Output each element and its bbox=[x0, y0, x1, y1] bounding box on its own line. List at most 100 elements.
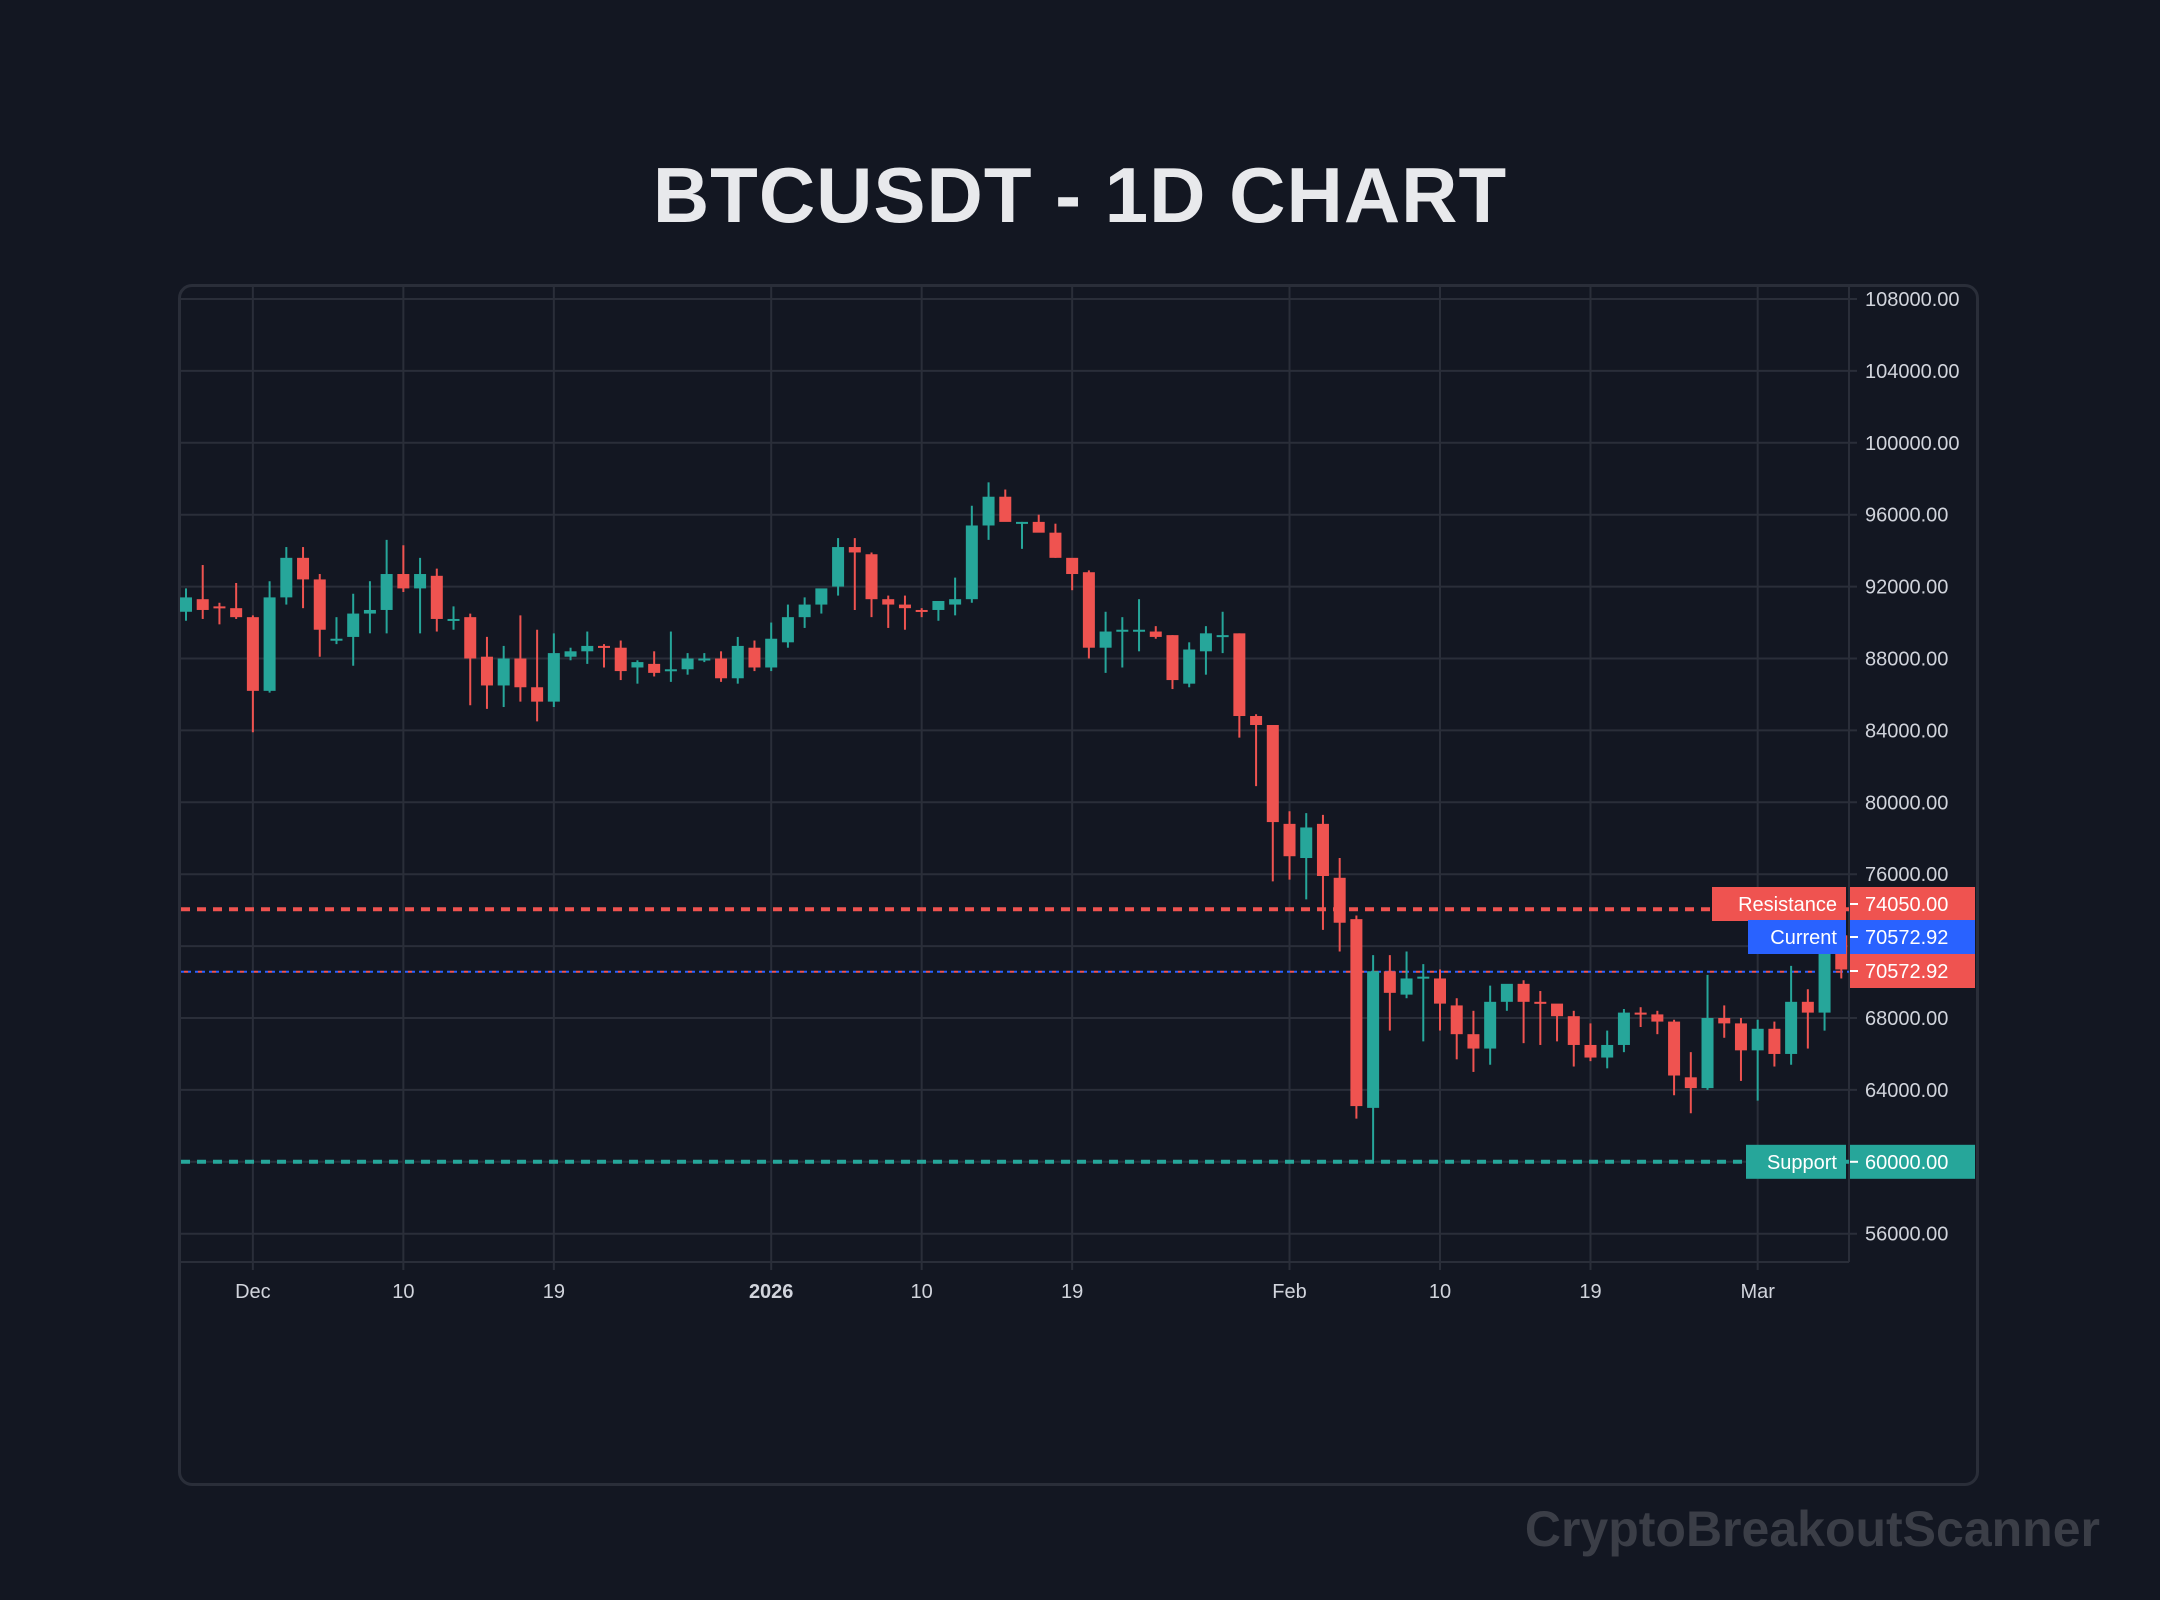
candle-body bbox=[1467, 1034, 1480, 1049]
candle-body bbox=[715, 658, 728, 679]
candle-body bbox=[1300, 827, 1313, 859]
candle-body bbox=[414, 574, 427, 589]
candle-body bbox=[748, 647, 761, 668]
candle bbox=[547, 633, 560, 708]
candle-body bbox=[1116, 629, 1129, 632]
candle bbox=[213, 602, 226, 625]
candle-body bbox=[982, 496, 995, 526]
candle bbox=[731, 636, 744, 684]
x-axis-label: 10 bbox=[392, 1281, 414, 1303]
candle bbox=[965, 505, 978, 603]
candle bbox=[347, 593, 360, 666]
candle bbox=[447, 606, 460, 630]
candle-body bbox=[664, 669, 677, 672]
candle bbox=[999, 489, 1012, 522]
candle bbox=[1367, 955, 1380, 1161]
candle-body bbox=[698, 658, 711, 661]
candle bbox=[1634, 1007, 1647, 1027]
candle bbox=[1082, 570, 1095, 659]
candle bbox=[1350, 915, 1363, 1119]
current-name-label: Current bbox=[1770, 927, 1837, 949]
y-axis-label: 68000.00 bbox=[1865, 1008, 1948, 1030]
resistance-name-box bbox=[1712, 887, 1846, 921]
candle-body bbox=[297, 557, 310, 580]
candle-body bbox=[1450, 1005, 1463, 1035]
candle-body bbox=[1250, 716, 1263, 726]
candle bbox=[631, 660, 644, 684]
x-axis-label: Mar bbox=[1740, 1281, 1775, 1303]
candle-body bbox=[1049, 532, 1062, 558]
candle bbox=[414, 557, 427, 634]
candle bbox=[598, 644, 610, 668]
chart-frame bbox=[178, 284, 1979, 1486]
candle-body bbox=[497, 658, 510, 686]
candle-body bbox=[447, 618, 460, 621]
candle bbox=[297, 547, 310, 609]
candle-body bbox=[1383, 971, 1396, 993]
candle bbox=[1183, 642, 1196, 688]
x-axis-label: 19 bbox=[1579, 1281, 1601, 1303]
candle-body bbox=[363, 609, 376, 614]
candle bbox=[1434, 969, 1446, 1031]
candle bbox=[1701, 974, 1714, 1090]
candle-body bbox=[1099, 631, 1112, 648]
x-axis-label: Dec bbox=[235, 1281, 271, 1303]
candle bbox=[380, 539, 393, 634]
candle bbox=[330, 617, 343, 645]
candle bbox=[1250, 714, 1263, 787]
candle bbox=[1283, 811, 1296, 880]
candle bbox=[1066, 557, 1079, 591]
current-price-label: 70572.92 bbox=[1865, 927, 1948, 949]
candle-body bbox=[932, 600, 945, 610]
last-price-label: 70572.92 bbox=[1865, 961, 1948, 983]
candle bbox=[1734, 1018, 1747, 1081]
candle-body bbox=[230, 608, 243, 618]
candle-body bbox=[1149, 631, 1162, 637]
candle-body bbox=[915, 609, 928, 612]
candle-body bbox=[1768, 1028, 1781, 1054]
x-axis-label: 10 bbox=[911, 1281, 933, 1303]
candle-body bbox=[898, 604, 911, 609]
candle bbox=[982, 482, 995, 540]
candle bbox=[196, 565, 209, 619]
candle-body bbox=[1016, 521, 1028, 524]
candle bbox=[1166, 635, 1179, 690]
resistance-price-box bbox=[1850, 887, 1975, 921]
candle bbox=[1617, 1009, 1630, 1053]
candle-body bbox=[1601, 1044, 1614, 1058]
candle bbox=[1333, 858, 1346, 952]
candle bbox=[1233, 633, 1246, 738]
y-axis-label: 100000.00 bbox=[1865, 433, 1960, 455]
candle-body bbox=[1066, 557, 1079, 575]
candle-body bbox=[1651, 1014, 1664, 1022]
candle bbox=[564, 647, 577, 661]
resistance-price-label: 74050.00 bbox=[1865, 894, 1948, 916]
candle-body bbox=[531, 687, 544, 702]
candle-body bbox=[1484, 1001, 1497, 1049]
candle bbox=[180, 588, 192, 621]
candle bbox=[1500, 983, 1513, 1011]
candle-body bbox=[1166, 635, 1179, 681]
candle bbox=[1016, 521, 1028, 549]
candle-body bbox=[1266, 725, 1279, 823]
candle-body bbox=[213, 606, 226, 609]
y-axis-label: 104000.00 bbox=[1865, 361, 1960, 383]
candle-body bbox=[1751, 1028, 1764, 1051]
candle bbox=[865, 552, 878, 618]
current-price-box bbox=[1850, 920, 1975, 954]
candle-body bbox=[1199, 633, 1212, 652]
candle bbox=[1300, 813, 1313, 900]
candle bbox=[531, 629, 544, 722]
candle bbox=[514, 615, 527, 702]
candle-body bbox=[1283, 823, 1296, 857]
support-name-box bbox=[1746, 1144, 1846, 1179]
candle-body bbox=[848, 547, 861, 553]
x-axis-label: Feb bbox=[1272, 1281, 1306, 1303]
candle-body bbox=[430, 575, 443, 619]
candle-body bbox=[1133, 629, 1146, 632]
candle-body bbox=[1183, 649, 1196, 684]
candle bbox=[363, 581, 376, 634]
candle bbox=[1199, 626, 1212, 675]
candle-body bbox=[1333, 877, 1346, 923]
